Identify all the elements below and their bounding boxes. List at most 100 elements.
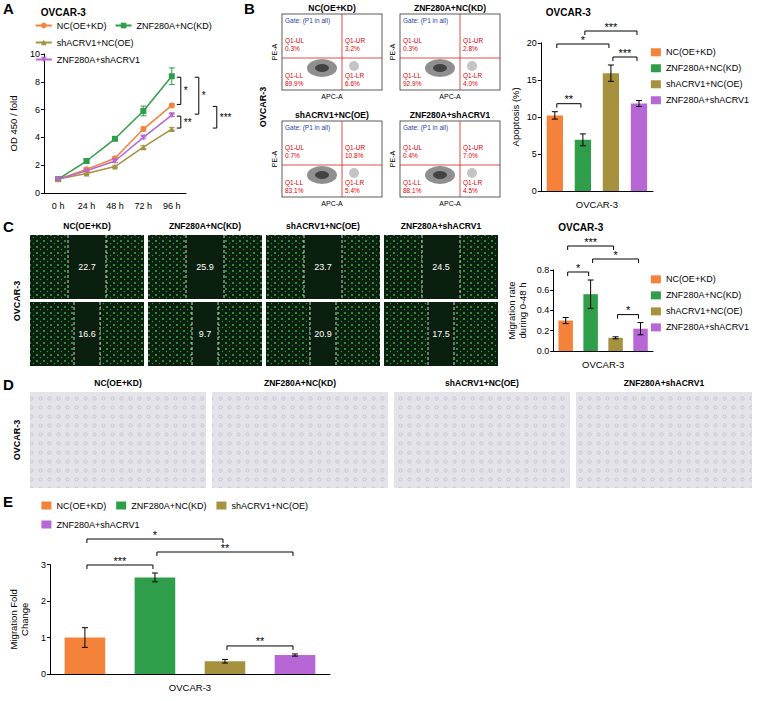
svg-text:***: *** bbox=[114, 555, 128, 567]
svg-text:OVCAR-3: OVCAR-3 bbox=[169, 682, 211, 693]
svg-text:17.5: 17.5 bbox=[432, 329, 450, 339]
svg-text:during 0-48 h: during 0-48 h bbox=[517, 282, 528, 338]
svg-text:*: * bbox=[153, 529, 158, 541]
svg-text:OVCAR-3: OVCAR-3 bbox=[582, 359, 624, 370]
svg-text:APC-A: APC-A bbox=[439, 200, 461, 207]
svg-text:0.8: 0.8 bbox=[537, 265, 550, 275]
svg-text:23.7: 23.7 bbox=[314, 262, 332, 272]
svg-text:2.8%: 2.8% bbox=[463, 45, 478, 52]
svg-text:Gate: (P1 in all): Gate: (P1 in all) bbox=[285, 124, 330, 132]
svg-text:96 h: 96 h bbox=[163, 201, 181, 211]
svg-text:OVCAR-3: OVCAR-3 bbox=[258, 87, 268, 128]
svg-text:*: * bbox=[613, 249, 618, 261]
svg-text:NC(OE+KD): NC(OE+KD) bbox=[57, 21, 107, 31]
svg-text:shACRV1+NC(OE): shACRV1+NC(OE) bbox=[286, 221, 360, 231]
svg-text:ZNF280A+shACRV1: ZNF280A+shACRV1 bbox=[666, 95, 749, 105]
svg-text:10.8%: 10.8% bbox=[345, 152, 364, 159]
svg-text:3.2%: 3.2% bbox=[345, 45, 360, 52]
svg-text:0.4: 0.4 bbox=[537, 305, 550, 315]
svg-text:Q1-UL: Q1-UL bbox=[285, 37, 305, 45]
svg-text:***: *** bbox=[605, 21, 619, 33]
svg-text:88.1%: 88.1% bbox=[403, 187, 422, 194]
svg-text:0: 0 bbox=[35, 188, 40, 198]
svg-text:shACRV1+NC(OE): shACRV1+NC(OE) bbox=[295, 110, 369, 120]
svg-text:Q1-UL: Q1-UL bbox=[403, 144, 423, 152]
svg-text:Q1-UR: Q1-UR bbox=[463, 144, 484, 152]
svg-text:2: 2 bbox=[35, 160, 40, 170]
svg-text:4: 4 bbox=[35, 132, 40, 142]
svg-text:0: 0 bbox=[41, 669, 46, 679]
svg-text:*: * bbox=[202, 90, 206, 101]
svg-text:Migration rate: Migration rate bbox=[506, 281, 517, 339]
svg-text:0 h: 0 h bbox=[52, 201, 65, 211]
svg-text:OVCAR-3: OVCAR-3 bbox=[12, 420, 22, 461]
svg-text:7.0%: 7.0% bbox=[463, 152, 478, 159]
svg-text:Apoptosis (%): Apoptosis (%) bbox=[510, 87, 521, 146]
svg-text:Q1-UL: Q1-UL bbox=[403, 37, 423, 45]
svg-text:NC(OE+KD): NC(OE+KD) bbox=[308, 3, 356, 13]
svg-text:0.4%: 0.4% bbox=[403, 152, 418, 159]
svg-text:***: *** bbox=[619, 47, 633, 59]
svg-text:Q1-LL: Q1-LL bbox=[403, 179, 421, 187]
svg-text:APC-A: APC-A bbox=[321, 93, 343, 100]
svg-text:ZNF280A+NC(KD): ZNF280A+NC(KD) bbox=[666, 290, 741, 300]
svg-text:NC(OE+KD): NC(OE+KD) bbox=[666, 274, 716, 284]
svg-text:0.2: 0.2 bbox=[537, 326, 550, 336]
svg-text:PE-A: PE-A bbox=[271, 44, 278, 61]
svg-text:ZNF280A+NC(KD): ZNF280A+NC(KD) bbox=[131, 501, 206, 511]
svg-text:OVCAR-3: OVCAR-3 bbox=[558, 222, 603, 233]
svg-text:APC-A: APC-A bbox=[439, 93, 461, 100]
svg-text:25.9: 25.9 bbox=[196, 262, 214, 272]
svg-text:ZNF280A+NC(KD): ZNF280A+NC(KD) bbox=[264, 378, 336, 388]
svg-text:Q1-LR: Q1-LR bbox=[345, 72, 364, 80]
svg-text:Q1-UL: Q1-UL bbox=[285, 144, 305, 152]
svg-text:NC(OE+KD): NC(OE+KD) bbox=[666, 47, 716, 57]
svg-text:OVCAR-3: OVCAR-3 bbox=[41, 7, 86, 18]
svg-text:2: 2 bbox=[41, 596, 46, 606]
svg-text:**: ** bbox=[221, 542, 230, 554]
svg-text:10: 10 bbox=[527, 112, 537, 122]
svg-text:15: 15 bbox=[527, 75, 537, 85]
svg-text:Gate: (P1 in all): Gate: (P1 in all) bbox=[403, 124, 448, 132]
svg-text:6.6%: 6.6% bbox=[345, 80, 360, 87]
svg-text:**: ** bbox=[184, 117, 192, 128]
svg-text:Q1-LR: Q1-LR bbox=[463, 72, 482, 80]
svg-text:10: 10 bbox=[30, 49, 40, 59]
svg-text:PE-A: PE-A bbox=[271, 151, 278, 168]
svg-text:Q1-UR: Q1-UR bbox=[345, 144, 366, 152]
svg-text:Q1-LL: Q1-LL bbox=[403, 72, 421, 80]
svg-text:**: ** bbox=[565, 93, 574, 105]
svg-text:shACRV1+NC(OE): shACRV1+NC(OE) bbox=[57, 38, 134, 48]
svg-text:ZNF280A+NC(KD): ZNF280A+NC(KD) bbox=[666, 63, 741, 73]
svg-text:6: 6 bbox=[35, 105, 40, 115]
svg-text:ZNF280A+shACRV1: ZNF280A+shACRV1 bbox=[57, 55, 140, 65]
svg-text:Q1-UR: Q1-UR bbox=[463, 37, 484, 45]
svg-text:0.0: 0.0 bbox=[537, 346, 550, 356]
svg-text:Migration Fold: Migration Fold bbox=[8, 589, 19, 649]
svg-text:ZNF280A+NC(KD): ZNF280A+NC(KD) bbox=[169, 221, 241, 231]
svg-text:ZNF280A+NC(KD): ZNF280A+NC(KD) bbox=[137, 21, 212, 31]
svg-text:ZNF280A+NC(KD): ZNF280A+NC(KD) bbox=[414, 3, 486, 13]
svg-text:20: 20 bbox=[527, 38, 537, 48]
svg-text:83.1%: 83.1% bbox=[285, 187, 304, 194]
svg-text:1: 1 bbox=[41, 633, 46, 643]
svg-text:16.6: 16.6 bbox=[78, 329, 96, 339]
svg-text:shACRV1+NC(OE): shACRV1+NC(OE) bbox=[445, 378, 519, 388]
svg-text:***: *** bbox=[584, 236, 598, 248]
svg-text:ZNF280A+shACRV1: ZNF280A+shACRV1 bbox=[666, 322, 749, 332]
svg-text:Gate: (P1 in all): Gate: (P1 in all) bbox=[403, 17, 448, 25]
svg-text:OVCAR-3: OVCAR-3 bbox=[12, 281, 22, 322]
svg-text:4.0%: 4.0% bbox=[463, 80, 478, 87]
svg-text:48 h: 48 h bbox=[106, 201, 124, 211]
svg-text:PE-A: PE-A bbox=[389, 151, 396, 168]
svg-text:ZNF280A+shACRV1: ZNF280A+shACRV1 bbox=[56, 520, 139, 530]
svg-text:**: ** bbox=[256, 635, 265, 647]
svg-text:shACRV1+NC(OE): shACRV1+NC(OE) bbox=[666, 79, 743, 89]
svg-text:OVCAR-3: OVCAR-3 bbox=[576, 199, 618, 210]
svg-text:8: 8 bbox=[35, 77, 40, 87]
svg-text:22.7: 22.7 bbox=[78, 262, 96, 272]
svg-text:NC(OE+KD): NC(OE+KD) bbox=[56, 501, 106, 511]
svg-text:*: * bbox=[581, 34, 586, 46]
svg-text:89.9%: 89.9% bbox=[285, 80, 304, 87]
svg-text:Q1-LR: Q1-LR bbox=[345, 179, 364, 187]
